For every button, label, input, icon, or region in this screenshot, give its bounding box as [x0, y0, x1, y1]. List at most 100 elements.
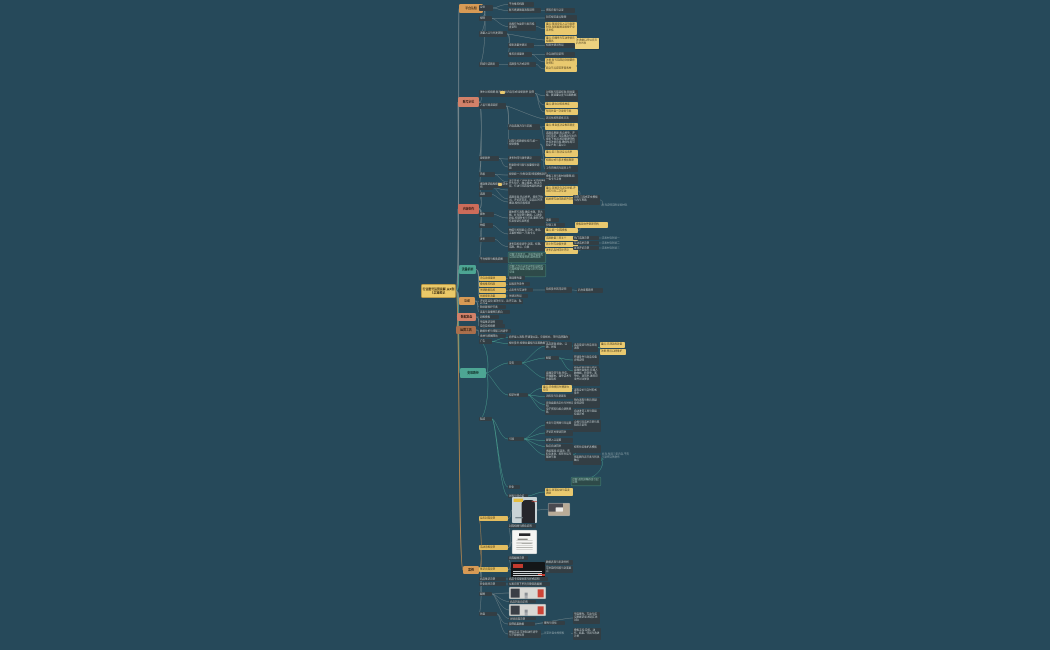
image-node-poster[interactable] [511, 529, 537, 554]
topic-node[interactable]: 定位 [478, 4, 493, 11]
topic-node[interactable]: 经验沉淀:可复制动作清单与下期优化项 [507, 629, 541, 638]
topic-node[interactable]: 选题 [478, 191, 492, 197]
topic-node[interactable]: 发布时间与频率建议 [507, 155, 541, 162]
topic-node[interactable]: 推荐页流量池 [507, 51, 532, 57]
topic-node[interactable]: 流量入口与分发逻辑 [478, 30, 507, 37]
topic-node[interactable]: 商品列表页示例 [508, 599, 536, 603]
topic-node[interactable]: 详情页面示例 [508, 616, 536, 620]
highlight-node[interactable]: 重点:首图首句决定停留,评论区引导二次互动 [544, 185, 578, 196]
sticky-note[interactable]: 注:数据口径以官方后台为准 [574, 37, 599, 49]
topic-node[interactable]: 断更影响与账号权重恢复周期 [507, 162, 541, 171]
branch-header[interactable]: 流量机制 [458, 264, 476, 274]
image-node-screenshot[interactable] [510, 561, 545, 578]
topic-node[interactable]: 话题参与方式说明 [507, 61, 536, 67]
topic-node[interactable]: 选品逻辑:佣金、口碑、复购 [544, 341, 572, 350]
highlight-node[interactable]: 重点:先测款再放量 [599, 341, 625, 348]
highlight-node[interactable]: 重点:限流申诉入口与处理时效,保留截图证据便于申诉复核 [544, 21, 577, 35]
topic-node[interactable]: 指标参考区间说明 [544, 286, 572, 293]
highlight-node[interactable] [497, 182, 502, 186]
topic-node[interactable]: 热门话题示例 [572, 235, 599, 240]
branch-header[interactable]: 案例 [462, 565, 479, 574]
topic-node[interactable]: 月度目标拆解 [478, 323, 505, 328]
callout-node[interactable]: 提醒:合作内容需声明利益相关,挂载报备链接,保留合同与沟通记录 [507, 263, 546, 277]
note-text[interactable]: 见素材包附录一 [601, 236, 620, 240]
highlight-bar[interactable]: 笔记页面案例 [478, 566, 508, 572]
highlight-node[interactable]: 标题公式与参考模板整理 [544, 157, 578, 165]
note-text[interactable]: 详见复盘文档模板 [543, 631, 565, 635]
topic-node[interactable]: 训练营与社群服务 [544, 393, 575, 399]
topic-node[interactable]: 数据分析与排版工具清单 [478, 328, 511, 333]
topic-node[interactable]: 合规引导话术示例与风险提示说明 [572, 419, 601, 432]
topic-node[interactable]: 搜索流量关键词 [507, 42, 534, 48]
topic-node[interactable]: 发布 [478, 236, 495, 242]
topic-node[interactable]: 拍摄与剪辑要点:灯光、收音、字幕样式统一,节奏卡点 [507, 227, 545, 240]
highlight-bar[interactable]: 冷启动流量池 [478, 275, 506, 281]
topic-node[interactable]: 知识付费 [507, 392, 528, 397]
topic-node[interactable]: 单篇曝光、互动与成交数据记录,按周汇总对比 [572, 611, 600, 624]
topic-node[interactable]: 转化 [507, 484, 520, 489]
highlight-node[interactable]: 重点:完播率与互动率优先级最高 [544, 35, 577, 44]
note-text[interactable]: 补充:每周三条内容,干货与案例交替发布 [601, 452, 629, 459]
topic-node[interactable]: 报价参考:按粉丝量级与近期数据浮动 [507, 340, 554, 346]
topic-node[interactable]: 脚本撰写流程:确定主题、列大纲、补充案例与数据、口语化润色,控制时长与节奏,删除… [507, 209, 545, 226]
note-text[interactable]: 补充说明见附录素材包 [601, 203, 628, 207]
image-node-magazine[interactable] [511, 496, 537, 523]
topic-node[interactable]: 封面与标题优化技巧,统一视觉模板 [507, 138, 540, 149]
topic-node[interactable]: 同城与话题页 [478, 61, 499, 67]
topic-node[interactable]: 社区规范要点整理 [544, 14, 577, 21]
highlight-node[interactable]: 重点:建立对标素材库 [544, 101, 578, 108]
topic-node[interactable]: 粉丝群维护节奏 [478, 304, 506, 309]
topic-node[interactable]: 违规行为类型与处罚梯度说明 [507, 21, 536, 31]
topic-node[interactable]: 可复用的排版与封面要点 [544, 565, 573, 573]
highlight-bar[interactable]: 杂志封面案例 [478, 515, 508, 521]
topic-node[interactable]: 群聊入口设置 [544, 437, 573, 443]
topic-node[interactable]: 选题来源:热点榜单、搜索下拉词、评论区需求、竞品近30天爆款,按优先级排期 [507, 194, 545, 209]
topic-node[interactable]: 自动发货工具与链接挂载方式 [572, 408, 600, 419]
topic-node[interactable]: 冷启动阶段说明 [544, 51, 575, 57]
highlight-node[interactable]: 每周复盘一次更新节奏 [544, 108, 578, 115]
topic-node[interactable]: 置顶评论示例 [572, 245, 599, 250]
topic-node[interactable]: 单篇笔记诊断 [478, 319, 503, 324]
highlight-node[interactable]: 注意:售后口碑维护 [599, 348, 626, 355]
highlight-node[interactable]: 重点:先免费后付费建立信任 [541, 384, 572, 392]
highlight-node[interactable]: 注意:新号前两周勿频繁修改资料 [544, 57, 577, 66]
topic-node[interactable]: 视觉统一:头像/封面/排版模板固定 [507, 171, 548, 178]
topic-node[interactable]: 资料完善与认证 [544, 7, 575, 13]
topic-node[interactable]: 引流 [507, 436, 524, 441]
topic-node[interactable]: 截图 [478, 591, 492, 596]
topic-node[interactable]: 商品笔记示例 [478, 576, 506, 581]
topic-node[interactable]: 更新频率 [478, 155, 499, 161]
topic-node[interactable]: 开通条件与商品挂载步骤说明 [572, 354, 599, 365]
branch-header[interactable]: 数据复盘 [456, 312, 476, 321]
topic-node[interactable]: 规则 [478, 15, 492, 21]
topic-node[interactable]: 转化路径示例 [478, 581, 506, 586]
topic-node[interactable]: 模板字段:目标、动作、结果、归因与改进计划 [572, 627, 601, 640]
topic-node[interactable]: 基础曝光量 [507, 275, 525, 280]
topic-node[interactable]: 周报模板 [478, 314, 499, 319]
highlight-node[interactable] [499, 90, 505, 94]
image-node-photo[interactable] [547, 502, 570, 516]
topic-node[interactable]: 页面截图示例 [507, 555, 528, 560]
highlight-node[interactable]: 发布后及时回复评论 [544, 247, 578, 254]
highlight-bar[interactable]: 叠加推荐机制 [478, 281, 506, 287]
topic-node[interactable]: 点击率与互动率 [507, 287, 533, 292]
topic-node[interactable]: 工作日晚间与周末上午 [544, 165, 578, 172]
topic-node[interactable]: 广告 [478, 338, 492, 344]
topic-node[interactable]: 评论区运营:置顶引导、追评互动、私信话术 [478, 298, 523, 304]
topic-node[interactable]: 带货 [507, 360, 522, 365]
topic-node[interactable]: 曝光与转化 [542, 620, 565, 625]
image-node-screenshot[interactable] [508, 603, 546, 616]
topic-node[interactable]: 平台推荐机制 [507, 1, 534, 7]
note-text[interactable]: 见素材包附录二 [601, 241, 620, 245]
topic-node[interactable]: 评论区关键词回复 [544, 429, 573, 436]
topic-node[interactable]: 数据表现与来源分析 [544, 559, 573, 565]
highlight-node[interactable]: 首小时互动很关键 [544, 241, 578, 247]
topic-node[interactable]: 主页与背景图引导设置 [544, 420, 573, 429]
topic-node[interactable]: 从笔记到下单的完整链路截图 [507, 581, 550, 586]
topic-node[interactable]: 商单接入流程:开通蒲公英、完善报价、等待品牌邀约 [507, 334, 570, 340]
topic-node[interactable]: 橱窗 [544, 355, 559, 360]
topic-node[interactable]: 博主对标拆解:账号定位/内容形式/更新频率 案例 [478, 89, 535, 97]
branch-header[interactable]: 互动 [458, 296, 475, 305]
note-text[interactable]: 见素材包附录三 [601, 246, 620, 250]
